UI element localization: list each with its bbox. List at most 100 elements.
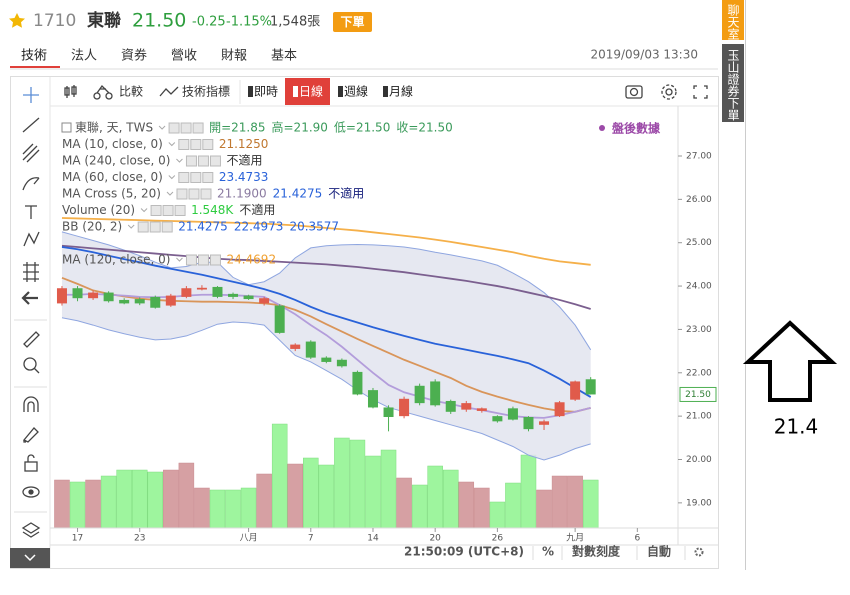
tab[interactable]: 財報: [221, 49, 247, 64]
period-button[interactable]: 週線: [344, 84, 368, 99]
back-tool[interactable]: [21, 291, 38, 305]
stock-code: 1710: [33, 11, 76, 31]
legend-value: 低=21.50: [334, 121, 390, 135]
tab[interactable]: 基本: [271, 49, 297, 64]
legend-value: 1.548K: [191, 203, 234, 217]
candle-body: [492, 416, 503, 422]
period-button[interactable]: 日線: [299, 84, 323, 99]
legend-control[interactable]: [202, 139, 214, 150]
legend-control[interactable]: [174, 205, 186, 216]
legend-control[interactable]: [178, 172, 190, 183]
legend-control[interactable]: [200, 188, 212, 200]
ma-line: [61, 276, 591, 413]
legend-control[interactable]: [209, 155, 221, 167]
auto-scale-toggle[interactable]: 自動: [647, 544, 671, 559]
volume-pane: [54, 423, 599, 529]
period-button[interactable]: 即時: [254, 85, 278, 99]
legend-control[interactable]: [185, 254, 197, 266]
legend-caret[interactable]: [168, 175, 176, 180]
line-tool[interactable]: [22, 117, 40, 133]
indicators-button[interactable]: 技術指標: [182, 84, 230, 99]
legend-control[interactable]: [168, 122, 180, 134]
zoom-tool[interactable]: [23, 357, 37, 371]
legend-control[interactable]: [192, 122, 204, 134]
legend-control[interactable]: [161, 221, 173, 233]
period-icon: [338, 86, 343, 97]
legend-control[interactable]: [137, 221, 149, 233]
legend-control[interactable]: [188, 188, 200, 200]
compare-icon[interactable]: [93, 84, 113, 100]
legend-label: MA (240, close, 0): [62, 154, 170, 168]
fullscreen-icon[interactable]: [693, 85, 708, 99]
legend-caret[interactable]: [168, 142, 176, 147]
chat-tab[interactable]: [722, 0, 744, 40]
after-hours-label[interactable]: 盤後數據: [611, 121, 661, 136]
candle-body: [228, 293, 239, 297]
legend-control[interactable]: [202, 172, 214, 183]
ruler-tool[interactable]: [23, 331, 40, 348]
legend-control[interactable]: [176, 188, 188, 200]
tab[interactable]: 營收: [171, 49, 197, 64]
legend-caret[interactable]: [140, 208, 148, 213]
percent-toggle[interactable]: %: [542, 545, 554, 559]
indicator-icon[interactable]: [159, 86, 179, 97]
price-change: -0.25: [192, 15, 226, 30]
legend-control[interactable]: [190, 172, 202, 183]
layers-tool[interactable]: [21, 522, 41, 538]
tab[interactable]: 資券: [121, 48, 147, 64]
lock-tool[interactable]: [24, 461, 38, 472]
toolbar-collapse[interactable]: [10, 548, 50, 568]
legend-control[interactable]: [209, 254, 221, 266]
legend-caret[interactable]: [166, 191, 174, 196]
magnet-tool[interactable]: [23, 396, 39, 412]
settings-icon[interactable]: [661, 84, 677, 100]
legend-caret[interactable]: [127, 224, 135, 229]
legend-control[interactable]: [162, 205, 174, 216]
compare-button[interactable]: 比較: [119, 84, 143, 99]
legend-control[interactable]: [185, 155, 197, 167]
snapshot-icon[interactable]: [625, 85, 643, 99]
fib-tool[interactable]: [22, 143, 40, 163]
period-button[interactable]: 月線: [389, 84, 413, 99]
draw-mode-tool[interactable]: [22, 427, 39, 443]
legend-control[interactable]: [190, 139, 202, 150]
legend-control[interactable]: [180, 122, 192, 134]
pattern-tool[interactable]: [23, 231, 40, 247]
volume-bar: [442, 469, 459, 529]
legend-label: BB (20, 2): [62, 220, 122, 234]
candle-body: [445, 400, 456, 412]
order-button[interactable]: [333, 12, 372, 32]
scale-settings[interactable]: [694, 547, 704, 557]
volume-bar: [303, 457, 319, 529]
volume-bar: [85, 479, 101, 529]
y-tick-label: 20.00: [686, 455, 712, 465]
tab[interactable]: 技術: [21, 49, 47, 64]
volume-bar: [427, 465, 443, 529]
volume-bar: [396, 477, 412, 529]
order-tab[interactable]: [722, 44, 744, 122]
legend-control[interactable]: [150, 205, 162, 216]
legend-control[interactable]: [197, 155, 209, 167]
x-tick-label: 14: [367, 534, 379, 544]
tab[interactable]: 法人: [71, 49, 97, 64]
legend-caret[interactable]: [158, 125, 166, 130]
favorite-star[interactable]: [9, 13, 25, 28]
y-tick-label: 23.00: [686, 325, 712, 335]
crosshair-tool[interactable]: [23, 87, 39, 103]
legend-caret[interactable]: [176, 158, 183, 163]
text-tool[interactable]: [25, 205, 37, 219]
candle-type-icon[interactable]: [64, 85, 77, 98]
brush-tool[interactable]: [22, 177, 40, 191]
log-scale-toggle[interactable]: 對數刻度: [572, 544, 621, 559]
candle-body: [212, 286, 223, 297]
legend-collapse[interactable]: [61, 122, 72, 133]
visibility-tool[interactable]: [22, 486, 40, 498]
legend-control[interactable]: [149, 221, 161, 233]
legend-control[interactable]: [178, 139, 190, 150]
volume-bar: [551, 475, 568, 529]
measure-tool[interactable]: [23, 262, 39, 282]
legend-value: 開=21.85: [209, 121, 265, 135]
candle-body: [476, 408, 487, 411]
legend-caret[interactable]: [176, 257, 183, 262]
legend-control[interactable]: [197, 254, 209, 266]
